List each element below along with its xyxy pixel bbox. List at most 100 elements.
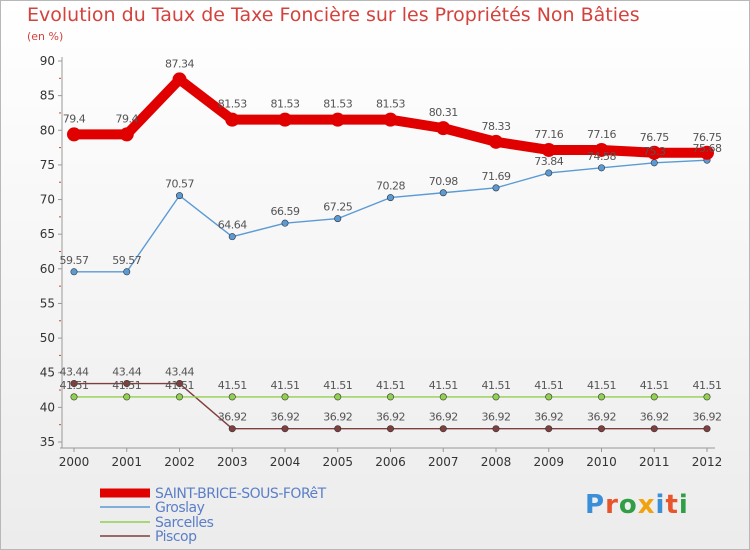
data-label: 74.58 [587,150,616,163]
data-label: 81.53 [323,98,352,111]
data-point [597,393,605,401]
legend-label: SAINT-BRICE-SOUS-FORêT [155,486,327,502]
data-label: 77.16 [587,128,616,141]
x-tick-label: 2003 [217,455,248,469]
data-point [650,159,658,167]
y-tick-label: 75 [40,158,55,172]
data-point [439,189,447,197]
data-label: 59.57 [112,254,141,267]
data-point [700,145,714,160]
data-point [228,233,236,241]
data-label: 79.4 [116,112,139,125]
data-label: 36.92 [640,411,669,424]
x-tick-label: 2009 [533,455,564,469]
y-tick-label: 45 [40,366,55,380]
data-label: 41.51 [60,379,89,392]
data-point [492,184,500,192]
data-point [436,121,451,136]
data-point [281,425,289,433]
data-label: 41.51 [693,379,722,392]
data-label: 78.33 [482,120,511,133]
data-label: 75.68 [693,142,722,155]
data-point [172,72,187,87]
data-point [176,192,184,200]
data-point [545,393,553,401]
data-point [330,112,345,127]
data-point [597,164,605,172]
data-label: 36.92 [218,411,247,424]
legend-label: Piscop [155,529,197,545]
data-point [176,380,184,388]
y-tick-label: 65 [40,227,55,241]
y-tick-label: 55 [40,296,55,310]
data-point [281,393,289,401]
data-label: 67.25 [323,201,352,214]
data-label: 43.44 [112,366,141,379]
data-point [334,425,342,433]
data-point [334,215,342,223]
data-point [281,219,289,227]
data-point [386,393,394,401]
data-label: 81.53 [271,98,300,111]
x-tick-label: 2007 [428,455,459,469]
legend-label: Groslay [155,500,205,516]
data-point [545,169,553,177]
legend-label: Sarcelles [155,515,214,531]
data-label: 70.57 [165,178,194,191]
data-point [492,393,500,401]
data-label: 87.34 [165,57,194,70]
data-label: 71.69 [482,170,511,183]
data-point [123,393,131,401]
chart-title: Evolution du Taux de Taxe Foncière sur l… [27,4,640,26]
data-point [228,425,236,433]
data-label: 76.75 [640,131,669,144]
data-label: 41.51 [218,379,247,392]
y-tick-label: 35 [40,435,55,449]
data-label: 41.51 [112,379,141,392]
x-tick-label: 2006 [375,455,406,469]
data-point [703,425,711,433]
data-label: 66.59 [271,205,300,218]
data-label: 41.51 [640,379,669,392]
x-tick-label: 2002 [164,455,195,469]
data-label: 43.44 [60,366,89,379]
chart-unit-label: (en %) [27,30,64,43]
data-label: 43.44 [165,366,194,379]
data-point [545,425,553,433]
data-label: 79.4 [63,112,86,125]
data-point [70,393,78,401]
data-label: 41.51 [165,379,194,392]
data-label: 41.51 [376,379,405,392]
data-point [386,425,394,433]
x-tick-label: 2005 [322,455,353,469]
data-point [228,393,236,401]
y-tick-label: 60 [40,262,55,276]
data-label: 41.51 [429,379,458,392]
proxiti-logo: Proxiti [585,490,689,520]
data-label: 36.92 [429,411,458,424]
data-label: 36.92 [587,411,616,424]
data-label: 41.51 [271,379,300,392]
data-point [439,393,447,401]
data-point [492,425,500,433]
x-tick-label: 2004 [270,455,301,469]
data-label: 41.51 [323,379,352,392]
data-label: 81.53 [376,98,405,111]
data-point [541,142,556,157]
data-label: 64.64 [218,219,247,232]
y-tick-label: 70 [40,193,55,207]
data-point [176,393,184,401]
y-tick-label: 90 [40,54,55,68]
x-tick-label: 2011 [639,455,670,469]
data-point [489,134,503,149]
data-label: 41.51 [587,379,616,392]
x-tick-label: 2008 [481,455,512,469]
data-label: 80.31 [429,106,458,119]
data-point [597,425,605,433]
data-label: 70.28 [376,180,405,193]
data-point [123,380,131,388]
x-tick-label: 2000 [59,455,90,469]
data-label: 59.57 [60,254,89,267]
